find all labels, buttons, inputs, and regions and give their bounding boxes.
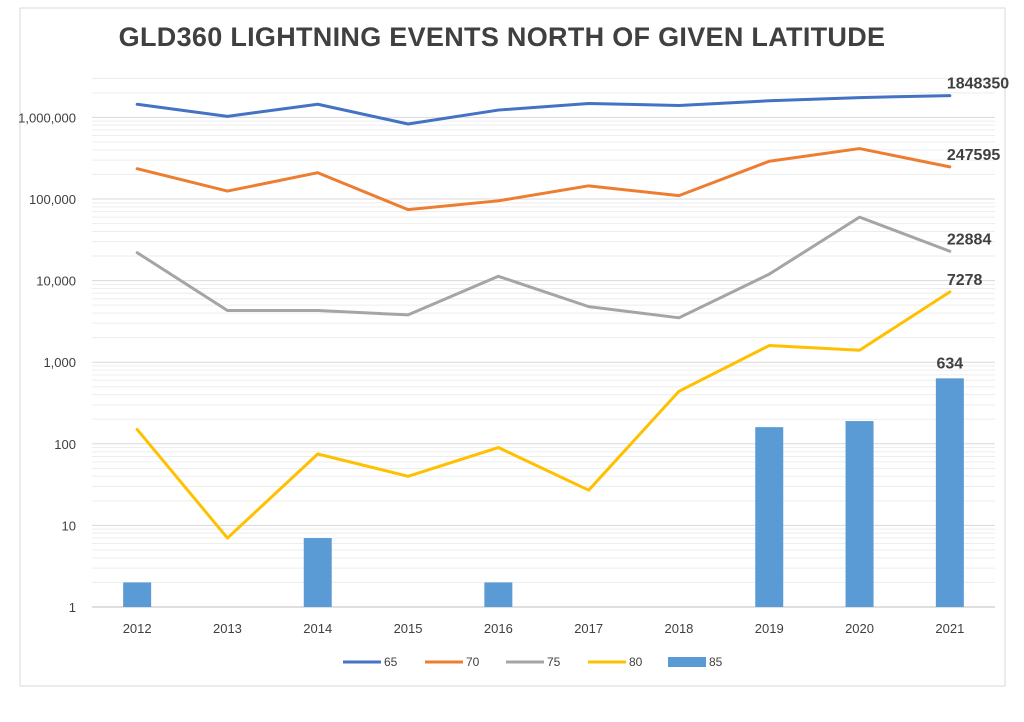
legend: 65 70 75 80 85	[343, 655, 723, 669]
bar-series-85	[935, 378, 964, 607]
data-label-series-70: 247595	[947, 147, 1000, 164]
x-tick-label: 2020	[845, 621, 874, 636]
y-tick-label: 10,000	[36, 274, 76, 289]
bar-series-85	[845, 421, 874, 607]
data-label-series-75: 22884	[947, 231, 992, 248]
legend-swatch-85	[668, 657, 706, 667]
x-tick-label: 2018	[664, 621, 693, 636]
legend-label-80: 80	[629, 655, 643, 669]
legend-label-70: 70	[466, 655, 480, 669]
y-tick-label: 100,000	[29, 192, 76, 207]
y-tick-label: 10	[62, 518, 76, 533]
line-series-70	[135, 147, 952, 212]
y-tick-label: 1,000	[43, 355, 76, 370]
y-tick-label: 1	[69, 600, 76, 615]
line-series-65	[135, 94, 952, 126]
data-label-series-80: 7278	[947, 272, 983, 289]
legend-label-65: 65	[384, 655, 398, 669]
legend-label-85: 85	[709, 655, 723, 669]
bar-series-85	[484, 582, 513, 607]
bar-series-85	[755, 427, 784, 607]
x-tick-label: 2017	[574, 621, 603, 636]
legend-label-75: 75	[547, 655, 561, 669]
data-label-series-65: 1848350	[947, 76, 1009, 93]
bar-series-85	[123, 582, 152, 607]
x-tick-label: 2019	[755, 621, 784, 636]
x-tick-label: 2021	[935, 621, 964, 636]
chart-frame	[19, 7, 1006, 687]
line-series-75	[135, 215, 952, 320]
data-label-series-85: 634	[936, 355, 963, 372]
x-tick-label: 2013	[213, 621, 242, 636]
x-tick-label: 2014	[303, 621, 332, 636]
chart-title: GLD360 LIGHTNING EVENTS NORTH OF GIVEN L…	[118, 22, 886, 52]
x-tick-label: 2016	[484, 621, 513, 636]
bar-series-85	[303, 538, 332, 607]
line-series-80	[135, 290, 952, 540]
x-tick-label: 2012	[123, 621, 152, 636]
y-tick-label: 1,000,000	[18, 110, 76, 125]
x-tick-label: 2015	[394, 621, 423, 636]
y-tick-label: 100	[54, 437, 76, 452]
